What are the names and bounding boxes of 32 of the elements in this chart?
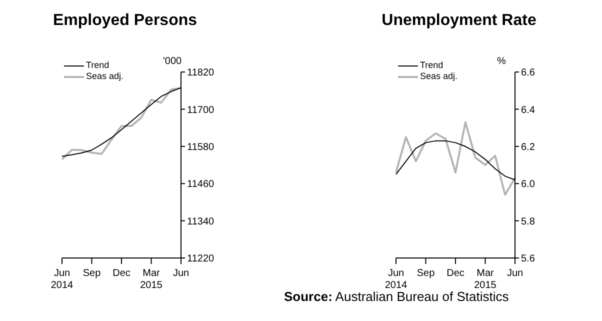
legend-label: Trend bbox=[86, 60, 110, 71]
x-tick-label: Jun bbox=[172, 268, 190, 279]
y-tick-label: 11820 bbox=[187, 68, 215, 79]
line-series bbox=[395, 121, 516, 196]
y-tick-label: 6.2 bbox=[521, 142, 536, 153]
y-axis-title: % bbox=[497, 56, 506, 67]
x-tick-label: Dec bbox=[446, 268, 464, 279]
y-tick-label: 11220 bbox=[187, 254, 215, 265]
y-tick-label: 6.6 bbox=[521, 68, 536, 79]
y-tick-label: 11700 bbox=[187, 104, 215, 116]
chart-title: Employed Persons bbox=[52, 12, 198, 30]
x-tick-label: Mar 2015 bbox=[140, 268, 163, 291]
source-note: Source: Australian Bureau of Statistics bbox=[284, 289, 509, 304]
x-tick-label: Mar 2015 bbox=[474, 268, 497, 291]
x-tick-label: Jun bbox=[506, 268, 524, 279]
y-tick-label: 11580 bbox=[187, 142, 215, 153]
y-tick-label: 5.8 bbox=[521, 216, 536, 228]
y-tick-label: 11460 bbox=[187, 179, 215, 190]
legend-label: Seas adj. bbox=[86, 71, 124, 82]
y-tick-label: 6.4 bbox=[521, 104, 536, 116]
legend-label: Trend bbox=[420, 60, 444, 71]
legend-label: Seas adj. bbox=[420, 71, 458, 82]
y-tick-label: 6.0 bbox=[521, 179, 536, 190]
y-tick-label: 11340 bbox=[187, 216, 215, 228]
y-tick-label: 5.6 bbox=[521, 254, 536, 265]
chart-title: Unemployment Rate bbox=[380, 12, 538, 30]
y-axis-title: '000 bbox=[163, 56, 182, 67]
x-tick-label: Jun 2014 bbox=[50, 268, 74, 291]
x-tick-label: Dec bbox=[112, 268, 130, 279]
x-tick-label: Jun 2014 bbox=[384, 268, 408, 291]
x-tick-label: Sep bbox=[82, 268, 102, 279]
x-tick-label: Sep bbox=[416, 268, 436, 279]
